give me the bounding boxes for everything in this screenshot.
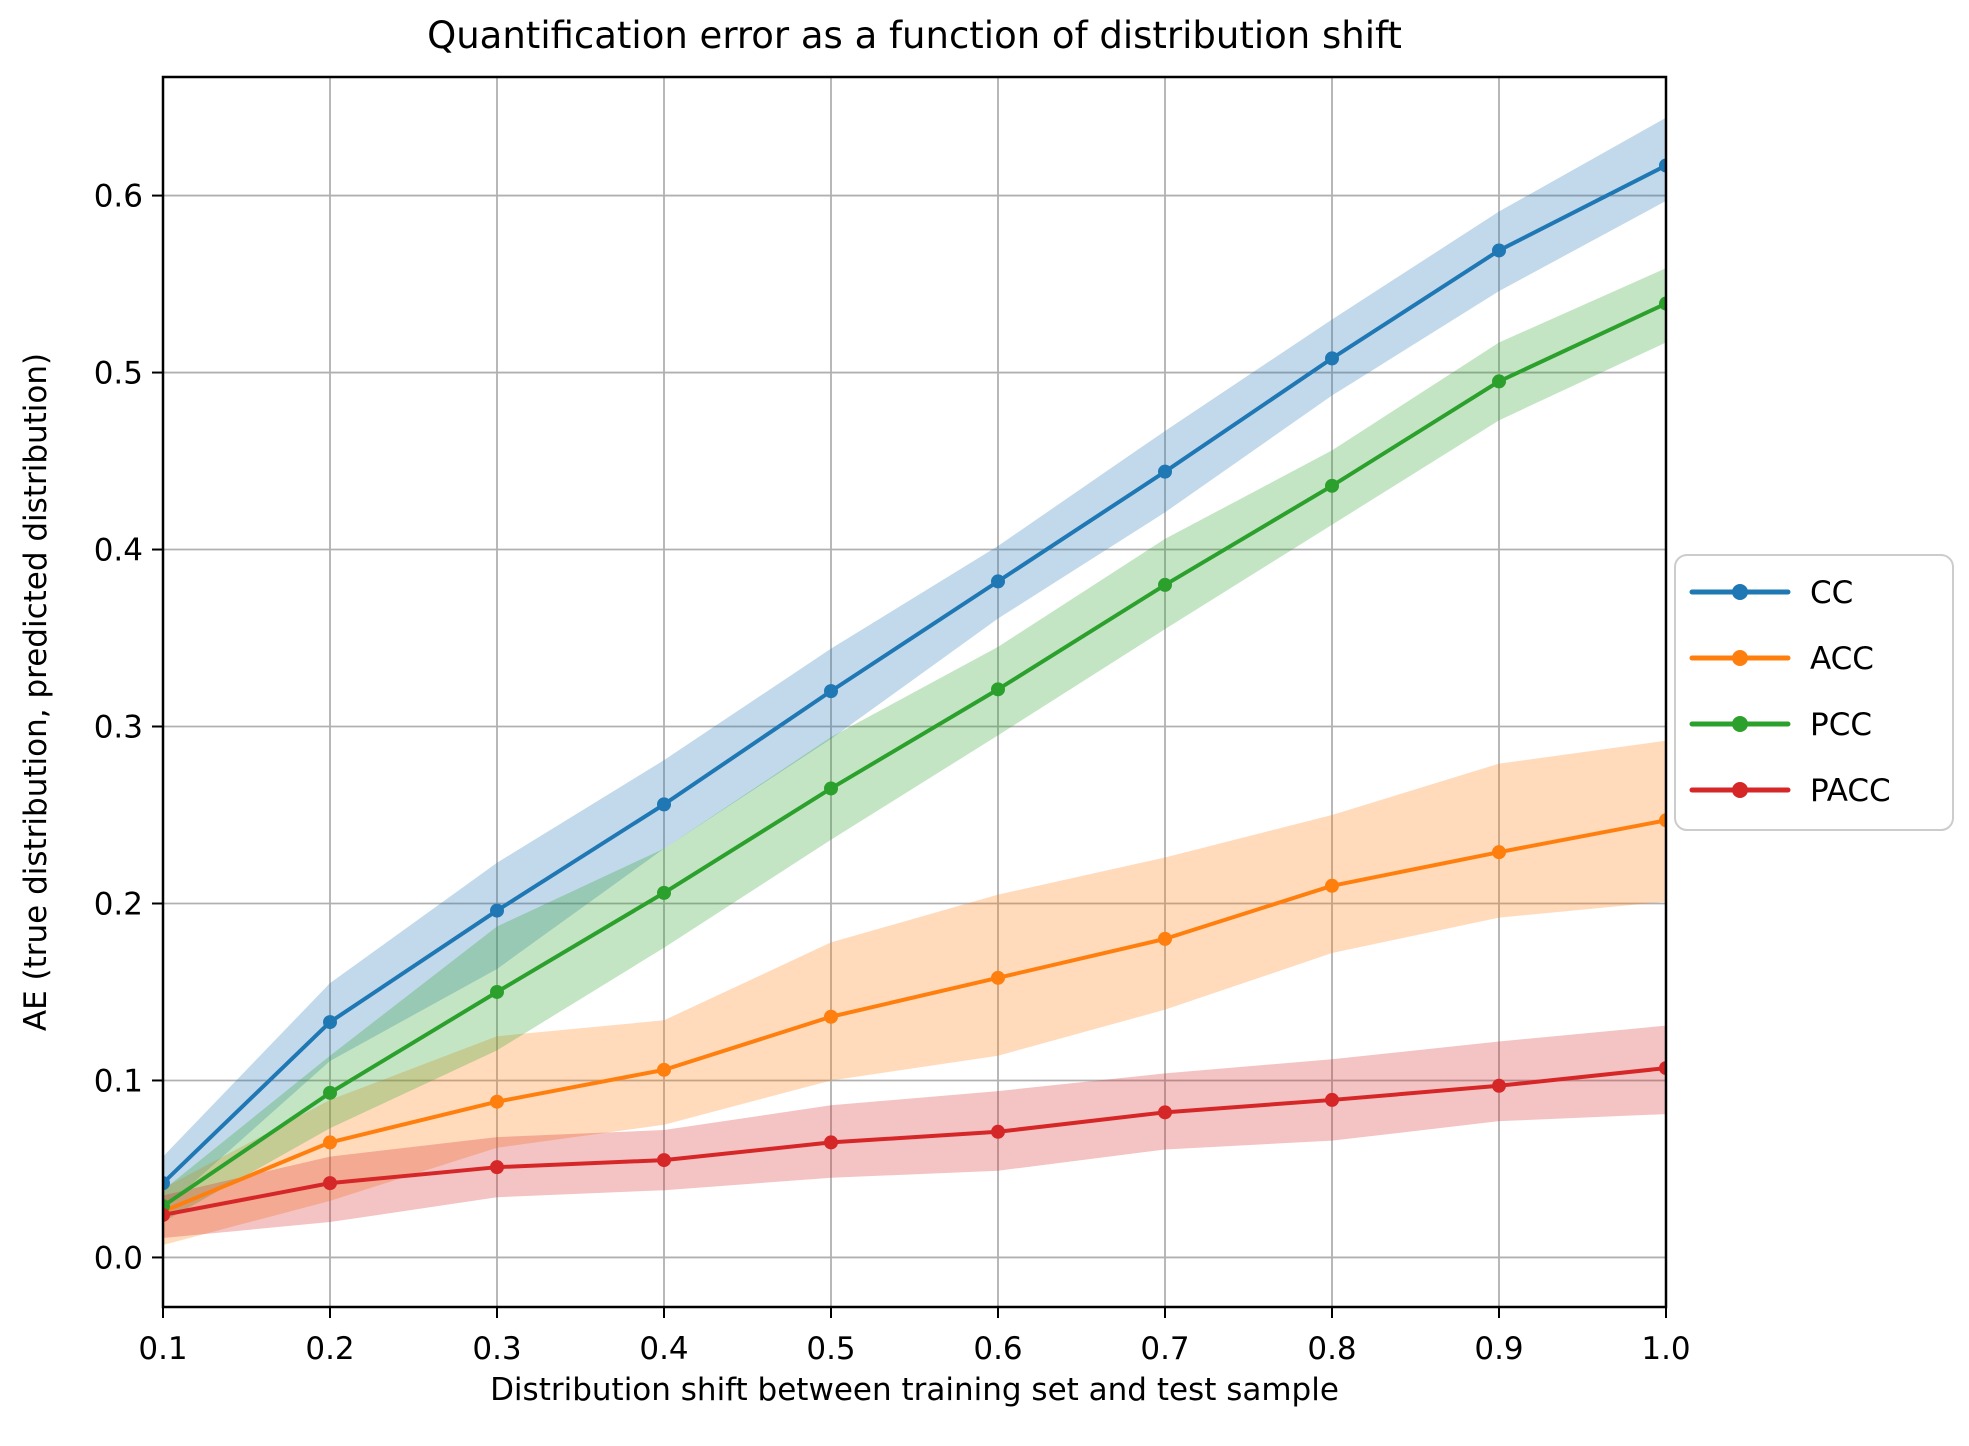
series-marker-pcc	[323, 1085, 337, 1100]
series-marker-cc	[1659, 158, 1666, 173]
series-marker-cc	[657, 797, 671, 812]
x-tick-label: 0.6	[973, 1331, 1022, 1367]
series-marker-pacc	[1325, 1092, 1339, 1107]
series-marker-pcc	[1492, 374, 1506, 389]
legend-label-pacc: PACC	[1810, 773, 1891, 809]
x-tick-label: 0.5	[806, 1331, 855, 1367]
series-marker-pacc	[824, 1135, 838, 1150]
series-marker-pacc	[657, 1153, 671, 1168]
series-marker-acc	[991, 970, 1005, 985]
series-marker-pcc	[1659, 296, 1666, 311]
y-tick-label: 0.6	[94, 179, 143, 215]
series-line-acc	[163, 818, 1666, 1214]
series-marker-acc	[490, 1094, 504, 1109]
series-marker-acc	[1659, 813, 1666, 828]
y-tick-label: 0.1	[94, 1063, 143, 1099]
x-tick-label: 0.9	[1474, 1331, 1523, 1367]
series-line-pacc	[163, 1066, 1666, 1217]
y-tick-label: 0.4	[94, 533, 143, 569]
series-marker-acc	[1158, 931, 1172, 946]
legend-box	[1674, 554, 1954, 831]
x-tick-label: 0.7	[1140, 1331, 1189, 1367]
series-marker-cc	[991, 574, 1005, 589]
chart-title: Quantification error as a function of di…	[427, 14, 1402, 57]
y-tick-label: 0.3	[94, 710, 143, 746]
x-tick-label: 1.0	[1641, 1331, 1690, 1367]
series-marker-pacc	[323, 1176, 337, 1191]
series-marker-pcc	[490, 984, 504, 999]
series-line-cc	[163, 163, 1666, 1186]
y-tick-label: 0.2	[94, 886, 143, 922]
legend-label-acc: ACC	[1810, 641, 1874, 677]
series-marker-acc	[824, 1009, 838, 1024]
legend-marker-acc	[1732, 650, 1748, 666]
series-marker-pcc	[991, 682, 1005, 697]
x-tick-label: 0.8	[1307, 1331, 1356, 1367]
series-marker-acc	[657, 1062, 671, 1077]
series-marker-acc	[1325, 878, 1339, 893]
series-line-pcc	[163, 301, 1666, 1209]
x-tick-label: 0.1	[138, 1331, 187, 1367]
series-marker-cc	[1158, 464, 1172, 479]
legend-label-pcc: PCC	[1810, 707, 1872, 743]
series-marker-pcc	[824, 781, 838, 796]
axes-spines	[161, 75, 1668, 1309]
series-marker-cc	[163, 1176, 170, 1191]
series-marker-cc	[323, 1015, 337, 1030]
series-marker-cc	[1325, 351, 1339, 366]
series-marker-pcc	[657, 885, 671, 900]
series-band-cc	[163, 117, 1666, 1210]
series-marker-pcc	[1325, 478, 1339, 493]
series-marker-pacc	[1659, 1061, 1666, 1076]
series-marker-pcc	[1158, 577, 1172, 592]
series-marker-cc	[824, 684, 838, 699]
series-marker-cc	[1492, 243, 1506, 258]
legend-marker-pcc	[1732, 716, 1748, 732]
series-band-pacc	[163, 1025, 1666, 1238]
x-tick-label: 0.2	[305, 1331, 354, 1367]
legend-label-cc: CC	[1810, 575, 1853, 611]
x-axis-label: Distribution shift between training set …	[490, 1372, 1339, 1408]
series-marker-cc	[490, 903, 504, 918]
series-marker-acc	[1492, 845, 1506, 860]
x-tick-label: 0.3	[472, 1331, 521, 1367]
series-band-acc	[163, 740, 1666, 1246]
series-marker-pacc	[490, 1160, 504, 1175]
series-marker-pacc	[1158, 1105, 1172, 1120]
series-marker-pacc	[991, 1124, 1005, 1139]
y-tick-label: 0.5	[94, 356, 143, 392]
series-band-pcc	[163, 268, 1666, 1223]
series-marker-pacc	[1492, 1078, 1506, 1093]
legend-marker-cc	[1732, 584, 1748, 600]
x-tick-label: 0.4	[639, 1331, 688, 1367]
legend-marker-pacc	[1732, 782, 1748, 798]
y-tick-label: 0.0	[94, 1240, 143, 1276]
series-marker-acc	[323, 1135, 337, 1150]
series-marker-pacc	[163, 1207, 170, 1222]
